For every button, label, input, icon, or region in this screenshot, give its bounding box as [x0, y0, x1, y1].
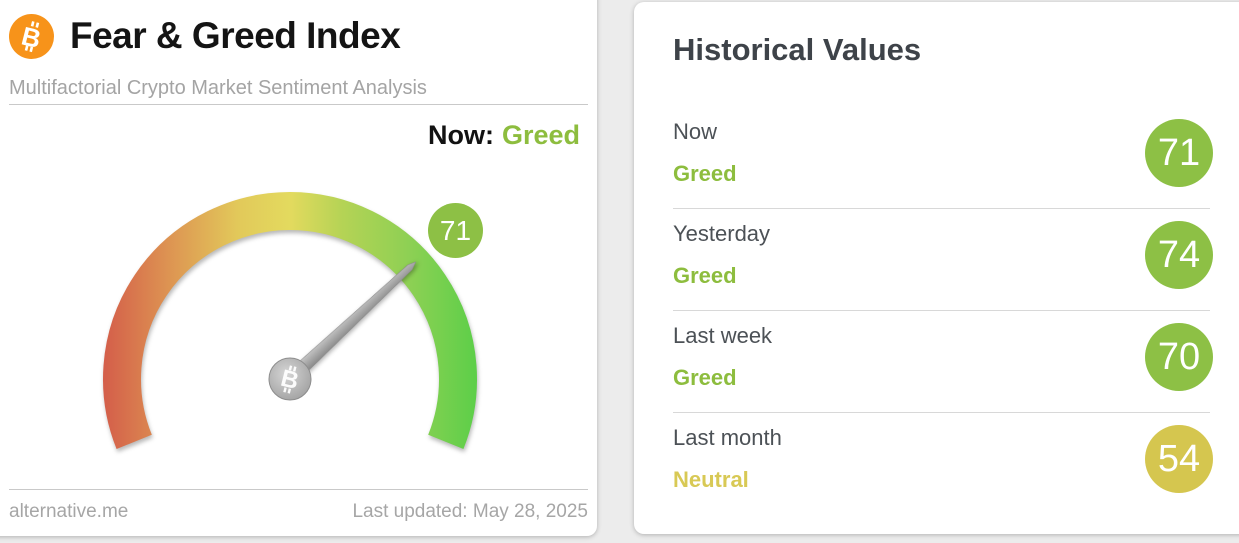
row-value-badge: 74 — [1145, 221, 1213, 289]
page-title: Fear & Greed Index — [70, 15, 401, 56]
row-divider — [673, 412, 1210, 413]
row-classification: Greed — [673, 365, 737, 390]
row-classification: Greed — [673, 161, 737, 186]
row-value-badge: 54 — [1145, 425, 1213, 493]
bitcoin-icon: B — [9, 14, 54, 59]
svg-text:B: B — [278, 365, 301, 395]
header-divider — [9, 104, 588, 105]
last-updated-label: Last updated: May 28, 2025 — [352, 501, 588, 522]
row-label-last-week: Last week — [673, 323, 773, 348]
gauge-needle — [296, 261, 417, 374]
gauge-card-content: B Fear & Greed Index Multifactorial Cryp… — [0, 0, 597, 536]
current-classification-line: Now: Greed — [9, 120, 580, 151]
row-classification: Greed — [673, 263, 737, 288]
site-link[interactable]: alternative.me — [9, 501, 129, 522]
row-classification: Neutral — [673, 467, 749, 492]
row-value-badge: 71 — [1145, 119, 1213, 187]
footer-divider — [9, 489, 588, 490]
row-label-yesterday: Yesterday — [673, 221, 771, 246]
gauge-hub-bitcoin-icon: B — [268, 357, 312, 401]
gauge-arc — [103, 192, 477, 449]
row-label-now: Now — [673, 119, 718, 144]
historical-values-title: Historical Values — [673, 32, 922, 67]
gauge-value-badge: 71 — [428, 203, 483, 258]
now-classification: Greed — [501, 120, 580, 150]
row-value-badge: 70 — [1145, 323, 1213, 391]
historical-values-card: Historical Values Now Greed 71 Yesterday… — [634, 2, 1239, 534]
row-divider — [673, 310, 1210, 311]
now-label: Now: — [427, 120, 494, 150]
row-label-last-month: Last month — [673, 425, 782, 450]
fear-greed-gauge-card: B Fear & Greed Index Multifactorial Cryp… — [0, 0, 597, 536]
page-subtitle: Multifactorial Crypto Market Sentiment A… — [9, 77, 427, 99]
row-divider — [673, 208, 1210, 209]
